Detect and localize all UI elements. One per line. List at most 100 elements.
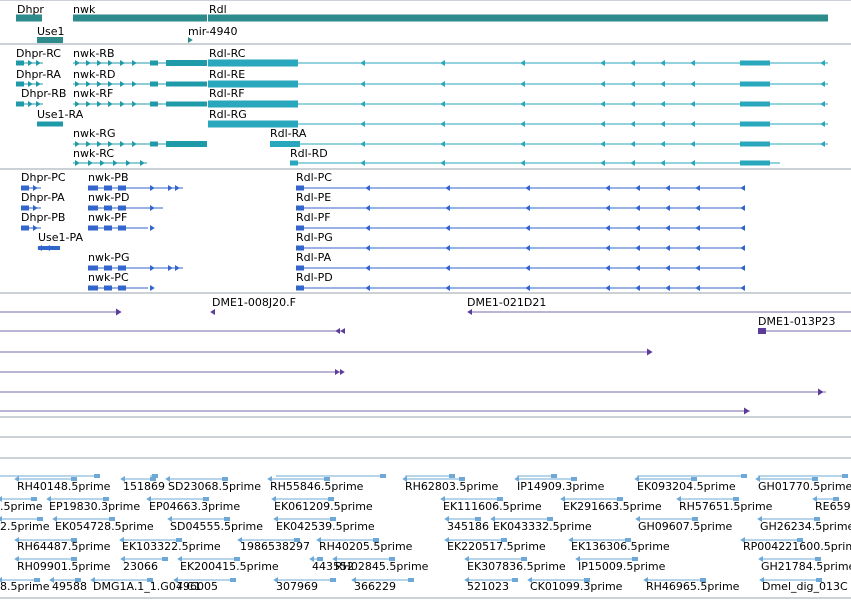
exon-block[interactable] bbox=[104, 225, 112, 231]
exon-block[interactable] bbox=[88, 185, 98, 191]
exon-block[interactable] bbox=[16, 60, 24, 66]
transcript-label-rdl-rg[interactable]: Rdl-RG bbox=[209, 108, 247, 121]
est-label[interactable]: RH57651.5prime bbox=[679, 500, 773, 513]
clone-label-dme1-021d21[interactable]: DME1-021D21 bbox=[467, 296, 546, 309]
gene-label-use1[interactable]: Use1 bbox=[37, 25, 65, 38]
est-label[interactable]: GH21784.5prime bbox=[761, 560, 851, 573]
exon-block[interactable] bbox=[21, 225, 29, 231]
exon-block[interactable] bbox=[150, 60, 158, 66]
exon-block[interactable] bbox=[758, 328, 766, 334]
protein-label-dhpr-pc[interactable]: Dhpr-PC bbox=[21, 171, 66, 184]
exon-block[interactable] bbox=[380, 474, 386, 478]
protein-label-rdl-pc[interactable]: Rdl-PC bbox=[296, 171, 332, 184]
est-label[interactable]: 366229 bbox=[354, 580, 396, 593]
est-label[interactable]: CK01099.3prime bbox=[530, 580, 623, 593]
est-label[interactable]: .5prime bbox=[0, 500, 43, 513]
exon-block[interactable] bbox=[816, 578, 822, 582]
est-label[interactable]: Dmel_dig_013C bbox=[762, 580, 848, 593]
exon-block[interactable] bbox=[208, 14, 828, 22]
est-label[interactable]: RH02845.5prime bbox=[335, 560, 429, 573]
exon-block[interactable] bbox=[512, 578, 518, 582]
exon-block[interactable] bbox=[501, 538, 507, 542]
est-label[interactable]: 151869 bbox=[123, 480, 165, 493]
transcript-label-nwk-rd[interactable]: nwk-RD bbox=[73, 68, 115, 81]
protein-label-rdl-pd[interactable]: Rdl-PD bbox=[296, 271, 333, 284]
exon-block[interactable] bbox=[389, 557, 395, 561]
exon-block[interactable] bbox=[162, 557, 168, 561]
est-label[interactable]: EK093204.5prime bbox=[637, 480, 736, 493]
exon-block[interactable] bbox=[88, 285, 98, 291]
est-label[interactable]: RH09901.5prime bbox=[17, 560, 111, 573]
exon-block[interactable] bbox=[328, 497, 334, 501]
exon-block[interactable] bbox=[833, 497, 839, 501]
exon-block[interactable] bbox=[75, 578, 81, 582]
exon-block[interactable] bbox=[632, 557, 638, 561]
exon-block[interactable] bbox=[73, 14, 207, 22]
exon-block[interactable] bbox=[150, 141, 158, 147]
exon-block[interactable] bbox=[740, 121, 770, 127]
exon-block[interactable] bbox=[234, 557, 240, 561]
exon-block[interactable] bbox=[449, 474, 455, 478]
est-label[interactable]: GH26234.5prime bbox=[760, 520, 851, 533]
transcript-label-rdl-ra[interactable]: Rdl-RA bbox=[270, 127, 307, 140]
exon-block[interactable] bbox=[71, 538, 77, 542]
transcript-label-rdl-re[interactable]: Rdl-RE bbox=[209, 68, 245, 81]
exon-block[interactable] bbox=[330, 517, 336, 521]
est-label[interactable]: 8.5prime bbox=[0, 580, 50, 593]
est-label[interactable]: RH40148.5prime bbox=[17, 480, 111, 493]
exon-block[interactable] bbox=[150, 477, 156, 481]
exon-block[interactable] bbox=[842, 474, 848, 478]
exon-block[interactable] bbox=[71, 557, 77, 561]
protein-label-rdl-pf[interactable]: Rdl-PF bbox=[296, 211, 331, 224]
exon-block[interactable] bbox=[296, 205, 304, 211]
exon-block[interactable] bbox=[118, 225, 126, 231]
exon-block[interactable] bbox=[88, 225, 98, 231]
protein-label-nwk-pc[interactable]: nwk-PC bbox=[88, 271, 129, 284]
exon-block[interactable] bbox=[296, 285, 304, 291]
exon-block[interactable] bbox=[16, 14, 42, 22]
est-label[interactable]: 1986538297 bbox=[240, 540, 310, 553]
transcript-label-dhpr-rc[interactable]: Dhpr-RC bbox=[16, 47, 61, 60]
est-label[interactable]: 23066 bbox=[123, 560, 158, 573]
est-label[interactable]: IP14909.3prime bbox=[517, 480, 605, 493]
est-label[interactable]: 443552 bbox=[312, 560, 354, 573]
exon-block[interactable] bbox=[150, 81, 158, 87]
exon-block[interactable] bbox=[34, 578, 40, 582]
exon-block[interactable] bbox=[812, 477, 818, 481]
exon-block[interactable] bbox=[733, 497, 739, 501]
protein-label-rdl-pg[interactable]: Rdl-PG bbox=[296, 231, 333, 244]
est-label[interactable]: IP15009.5prime bbox=[578, 560, 666, 573]
exon-block[interactable] bbox=[88, 265, 98, 271]
exon-block[interactable] bbox=[740, 101, 770, 107]
exon-block[interactable] bbox=[94, 474, 100, 478]
exon-block[interactable] bbox=[152, 474, 158, 478]
exon-block[interactable] bbox=[692, 517, 698, 521]
transcript-label-rdl-rf[interactable]: Rdl-RF bbox=[209, 87, 245, 100]
exon-block[interactable] bbox=[118, 185, 126, 191]
protein-label-rdl-pe[interactable]: Rdl-PE bbox=[296, 191, 331, 204]
exon-block[interactable] bbox=[330, 578, 336, 582]
clone-label-dme1-013p23[interactable]: DME1-013P23 bbox=[758, 315, 836, 328]
transcript-label-dhpr-rb[interactable]: Dhpr-RB bbox=[21, 87, 66, 100]
protein-label-nwk-pb[interactable]: nwk-PB bbox=[88, 171, 129, 184]
exon-block[interactable] bbox=[31, 497, 37, 501]
exon-block[interactable] bbox=[104, 265, 112, 271]
exon-block[interactable] bbox=[150, 101, 158, 107]
exon-block[interactable] bbox=[166, 81, 207, 87]
est-label[interactable]: RH40205.5prime bbox=[319, 540, 413, 553]
exon-block[interactable] bbox=[700, 578, 706, 582]
exon-block[interactable] bbox=[373, 538, 379, 542]
exon-block[interactable] bbox=[740, 160, 770, 166]
est-label[interactable]: 2.5prime bbox=[0, 520, 50, 533]
est-label[interactable]: RH62803.5prime bbox=[405, 480, 499, 493]
est-label[interactable]: EK291663.5prime bbox=[563, 500, 662, 513]
exon-block[interactable] bbox=[16, 81, 24, 87]
exon-block[interactable] bbox=[109, 517, 115, 521]
est-label[interactable]: RH46965.5prime bbox=[646, 580, 740, 593]
transcript-label-rdl-rd[interactable]: Rdl-RD bbox=[290, 147, 328, 160]
exon-block[interactable] bbox=[296, 265, 304, 271]
exon-block[interactable] bbox=[740, 60, 770, 66]
est-label[interactable]: 345186 bbox=[447, 520, 489, 533]
est-label[interactable]: EK136306.5prime bbox=[571, 540, 670, 553]
exon-block[interactable] bbox=[324, 477, 330, 481]
